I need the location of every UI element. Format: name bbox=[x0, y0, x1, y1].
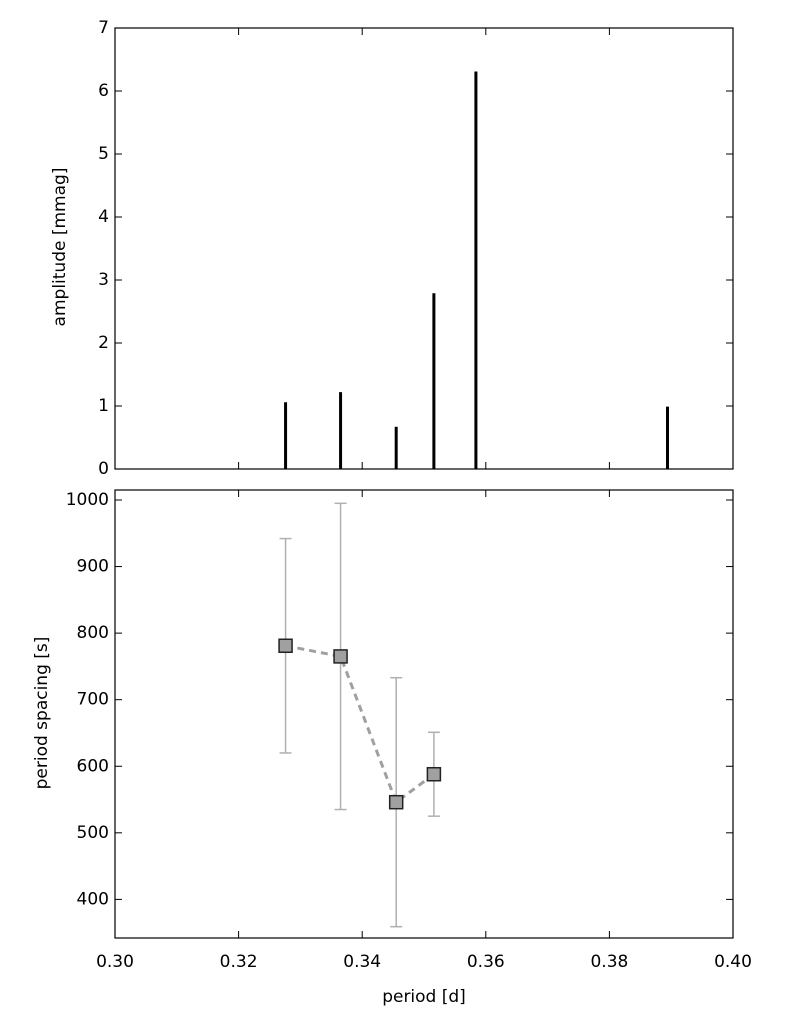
y-tick-label: 0 bbox=[98, 459, 109, 479]
x-tick-label: 0.32 bbox=[220, 952, 258, 972]
point bbox=[333, 649, 348, 664]
y-tick-label: 7 bbox=[98, 18, 109, 38]
plot-frame bbox=[114, 489, 734, 939]
y-tick-label: 3 bbox=[98, 270, 109, 290]
x-tick-label: 0.30 bbox=[96, 952, 134, 972]
plot-frame bbox=[114, 27, 734, 470]
y-tick-label: 6 bbox=[98, 81, 109, 101]
y-tick-label: 2 bbox=[98, 333, 109, 353]
y-tick-label: 900 bbox=[77, 557, 109, 577]
y-tick-label: 600 bbox=[77, 756, 109, 776]
y-tick-label: 500 bbox=[77, 823, 109, 843]
y-tick-label: 400 bbox=[77, 889, 109, 909]
x-tick-label: 0.40 bbox=[714, 952, 752, 972]
x-axis-label: period [d] bbox=[382, 987, 466, 1007]
point bbox=[278, 638, 293, 654]
connecting-line bbox=[285, 644, 435, 805]
y-tick-label: 800 bbox=[77, 623, 109, 643]
y-tick-label: 1 bbox=[98, 396, 109, 416]
point bbox=[388, 794, 404, 810]
y-tick-label: 700 bbox=[77, 690, 109, 710]
y-axis-label: period spacing [s] bbox=[32, 637, 52, 790]
x-tick-label: 0.34 bbox=[343, 952, 381, 972]
point bbox=[426, 766, 442, 782]
y-axis-label: amplitude [mmag] bbox=[50, 168, 70, 327]
x-tick-label: 0.36 bbox=[467, 952, 505, 972]
y-tick-label: 1000 bbox=[66, 490, 109, 510]
y-tick-label: 4 bbox=[98, 207, 109, 227]
y-tick-label: 5 bbox=[98, 144, 109, 164]
x-tick-label: 0.38 bbox=[590, 952, 628, 972]
